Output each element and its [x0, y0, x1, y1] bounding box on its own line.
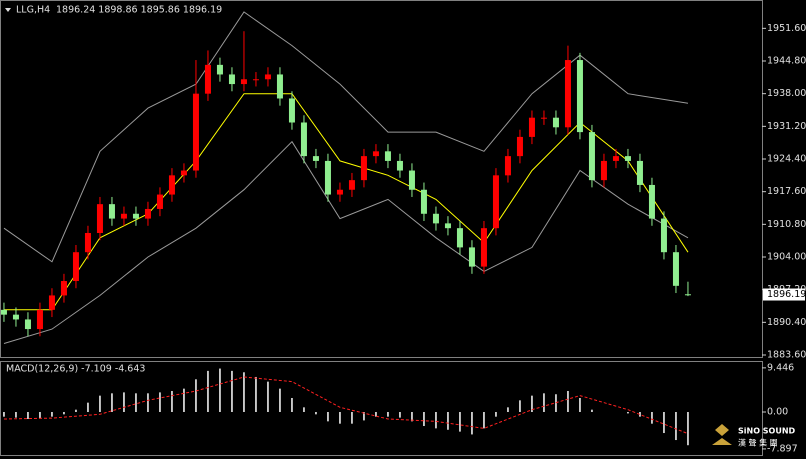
candle-body: [516, 136, 523, 157]
y-tick-label: 0.00: [767, 407, 788, 418]
candle-body: [540, 117, 547, 119]
macd-title: MACD(12,26,9) -7.109 -4.643: [6, 364, 145, 375]
candle-body: [660, 218, 667, 253]
logo-chinese: 漢 聲 集 團: [738, 438, 778, 448]
candle-body: [240, 79, 247, 85]
main-panel-frame: [0, 0, 763, 358]
candle-body: [84, 232, 91, 253]
ohlc-header: 1896.24 1898.86 1895.86 1896.19: [56, 5, 222, 16]
candle-body: [600, 160, 607, 181]
candle-body: [228, 74, 235, 85]
signal-line: [3, 376, 689, 435]
candle-body: [132, 213, 139, 219]
candle-body: [396, 160, 403, 171]
y-tick-label: -7.897: [767, 443, 798, 454]
candle-body: [588, 132, 595, 181]
y-tick-label: 1931.20: [767, 121, 806, 132]
logo-icon: [712, 424, 732, 445]
candle-body: [0, 309, 7, 315]
candle-body: [336, 189, 343, 195]
candle-body: [612, 156, 619, 161]
candle-body: [348, 180, 355, 190]
candle-body: [456, 228, 463, 248]
candle-body: [648, 184, 655, 219]
last-price-label: 1896.19: [767, 289, 806, 300]
indicator-line: [3, 11, 689, 263]
y-tick-label: 1924.40: [767, 154, 806, 165]
indicator-line: [4, 93, 689, 311]
candle-body: [324, 160, 331, 195]
candle-body: [636, 160, 643, 185]
candle-body: [384, 151, 391, 161]
y-tick-label: 1951.60: [767, 23, 806, 34]
candle-body: [60, 281, 67, 296]
y-tick-label: 1890.40: [767, 317, 806, 328]
symbol: LLG,H4: [16, 5, 50, 16]
y-tick-label: 1944.80: [767, 56, 806, 67]
candle-body: [684, 294, 691, 296]
indicator-line: [3, 140, 689, 344]
candle-body: [624, 156, 631, 161]
candle-body: [528, 117, 535, 137]
y-tick-label: 1917.60: [767, 186, 806, 197]
candle-body: [288, 98, 295, 123]
y-tick-label: 1910.80: [767, 219, 806, 230]
candle-body: [672, 252, 679, 286]
candle-body: [180, 170, 187, 176]
candle-body: [252, 79, 259, 81]
candle-body: [72, 252, 79, 282]
candle-body: [12, 314, 19, 320]
candle-body: [420, 189, 427, 214]
candle-body: [156, 194, 163, 209]
y-tick-label: 1938.00: [767, 88, 806, 99]
candle-body: [576, 60, 583, 133]
candle-body: [264, 74, 271, 80]
candle-body: [564, 60, 571, 128]
candle-body: [504, 156, 511, 176]
candle-body: [408, 170, 415, 190]
candle-body: [312, 156, 319, 161]
candle-body: [480, 228, 487, 267]
candle-body: [444, 223, 451, 229]
y-tick-label: 1883.60: [767, 350, 806, 361]
candle-body: [360, 156, 367, 181]
menu-arrow[interactable]: [5, 8, 11, 12]
candle-body: [48, 295, 55, 310]
logo: SiNO SOUND 漢 聲 集 團: [712, 424, 796, 448]
last-price-box: [763, 288, 805, 301]
candle-body: [432, 213, 439, 224]
candle-body: [492, 175, 499, 229]
y-tick-label: 1904.00: [767, 252, 806, 263]
candle-body: [120, 213, 127, 219]
candle-body: [372, 151, 379, 157]
candle-body: [24, 319, 31, 330]
y-tick-label: 9.446: [767, 362, 794, 373]
candle-body: [468, 247, 475, 267]
candle-body: [36, 309, 43, 330]
candle-body: [96, 204, 103, 233]
candle-body: [216, 64, 223, 75]
candle-body: [204, 64, 211, 94]
candle-body: [300, 122, 307, 157]
candle-body: [276, 74, 283, 99]
candle-body: [192, 93, 199, 171]
candle-body: [144, 208, 151, 219]
candle-body: [108, 204, 115, 219]
candle-body: [552, 117, 559, 128]
candle-body: [168, 175, 175, 195]
logo-name: SiNO SOUND: [738, 427, 796, 436]
macd-panel-frame: [0, 361, 763, 456]
